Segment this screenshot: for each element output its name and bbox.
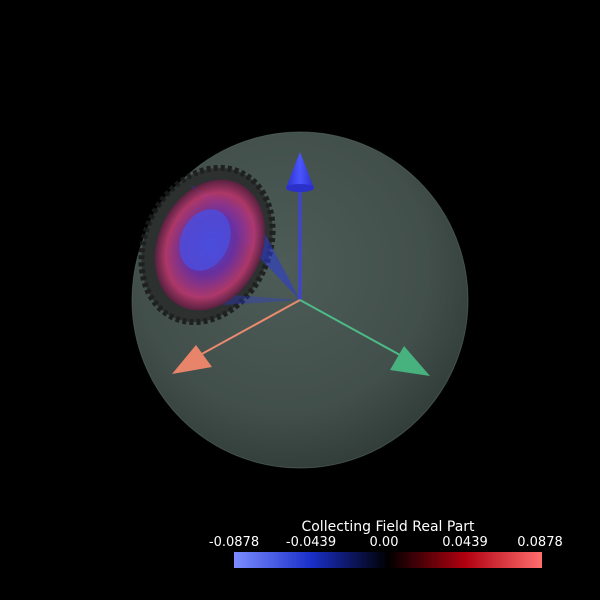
colorbar-tick-label: 0.0878: [517, 535, 563, 550]
colorbar-title: Collecting Field Real Part: [234, 519, 542, 535]
z-axis-arrow-base: [286, 184, 314, 192]
colorbar-tick-label: -0.0878: [209, 535, 259, 550]
colorbar-tick-label: 0.0439: [442, 535, 488, 550]
colorbar: [234, 552, 542, 568]
colorbar-tick-label: -0.0439: [286, 535, 336, 550]
colorbar-tick-label: 0.00: [370, 535, 399, 550]
